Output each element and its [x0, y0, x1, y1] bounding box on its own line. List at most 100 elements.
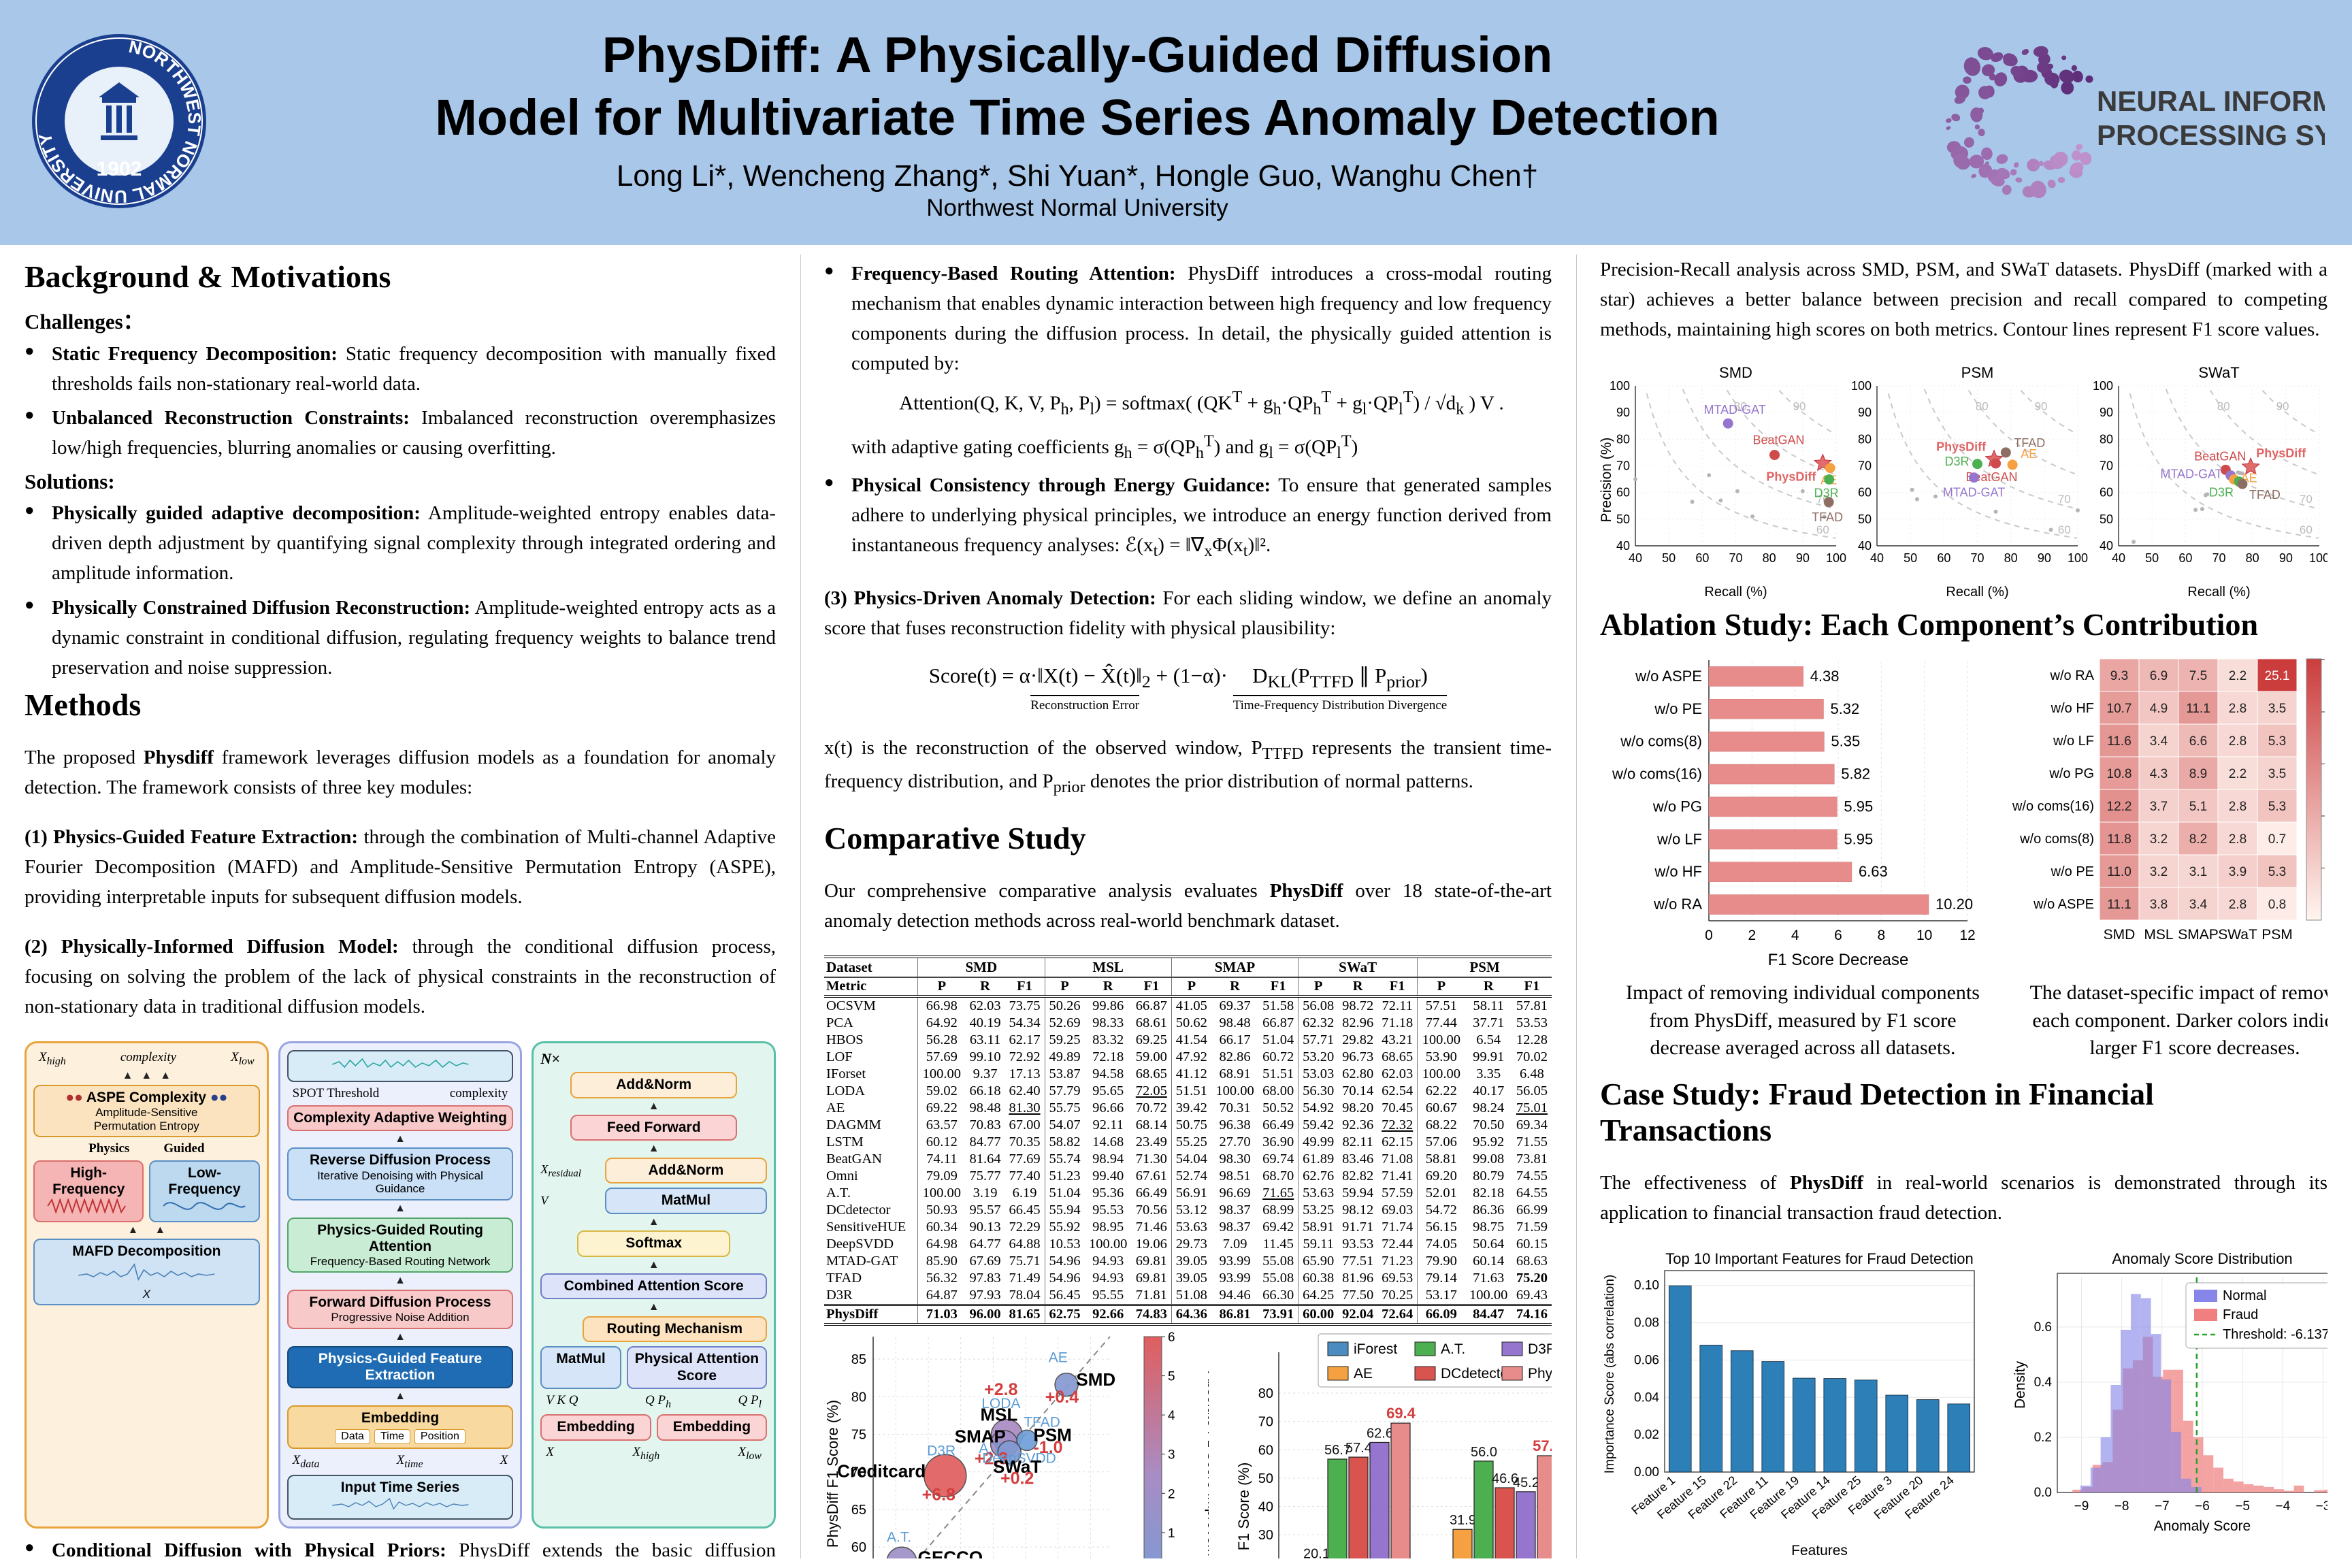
- table-row: HBOS 56.28 63.11 62.17 59.25 83.32 69.25 41.54 6…: [824, 1031, 1552, 1049]
- table-cell: 69.37: [1219, 998, 1251, 1013]
- table-cell: 56.05: [1516, 1083, 1548, 1098]
- svg-text:2.8: 2.8: [2229, 800, 2247, 814]
- svg-text:-1.0: -1.0: [1033, 1438, 1062, 1457]
- svg-text:2.2: 2.2: [2229, 767, 2247, 781]
- svg-text:65: 65: [851, 1503, 866, 1518]
- svg-text:3.5: 3.5: [2268, 702, 2286, 716]
- university-logo: NORTHWEST NORMAL UNIVERSITY 1902: [27, 29, 211, 216]
- table-cell: 68.00: [1262, 1083, 1294, 1098]
- table-row: SensitiveHUE 60.34 90.13 72.29 55.92 98.95 71.…: [824, 1218, 1552, 1236]
- table-cell: 77.40: [1009, 1168, 1041, 1183]
- forward-diffusion-box: Forward Diffusion Process Progressive Noi…: [287, 1290, 514, 1329]
- feature-bar-Feature 14: [1823, 1378, 1847, 1473]
- table-cell: 62.76: [1298, 1167, 1339, 1185]
- svg-text:60: 60: [1695, 551, 1709, 565]
- table-cell: 64.92: [917, 1014, 966, 1032]
- heatmap-cell: [2217, 756, 2258, 790]
- svg-text:5.32: 5.32: [1830, 700, 1859, 717]
- table-cell: 75.71: [1009, 1253, 1041, 1269]
- table-cell: 69.20: [1417, 1167, 1465, 1185]
- svg-text:3.7: 3.7: [2150, 800, 2168, 814]
- table-cell: 50.64: [1473, 1236, 1505, 1252]
- bar-DCdetector: [1494, 1487, 1515, 1558]
- addnorm-box: Add&Norm: [570, 1072, 738, 1098]
- ablation-bar-w/o RA: [1708, 894, 1929, 915]
- svg-text:5.3: 5.3: [2268, 734, 2286, 749]
- table-cell: 77.50: [1342, 1287, 1374, 1303]
- feature-bar-Feature 11: [1761, 1361, 1785, 1473]
- heatmap-cell: [2178, 658, 2219, 692]
- svg-text:60: 60: [2300, 523, 2313, 536]
- table-cell: 57.79: [1044, 1082, 1085, 1100]
- feature-bar-svg: Top 10 Important Features for Fraud Dete…: [1603, 1250, 1975, 1558]
- svg-text:80: 80: [2100, 433, 2113, 446]
- svg-text:40: 40: [1616, 539, 1630, 553]
- table-cell: 53.12: [1171, 1201, 1211, 1219]
- svg-text:5.82: 5.82: [1841, 766, 1870, 783]
- svg-text:BeatGAN: BeatGAN: [1966, 470, 2018, 484]
- svg-text:4: 4: [1791, 928, 1799, 943]
- svg-text:SMD: SMD: [1076, 1369, 1115, 1390]
- table-cell: 54.96: [1044, 1269, 1085, 1287]
- svg-text:50: 50: [1616, 512, 1630, 526]
- svg-text:−9: −9: [2074, 1499, 2089, 1514]
- table-cell: 83.32: [1092, 1032, 1124, 1047]
- bullet-icon: ●: [24, 406, 35, 425]
- svg-text:+0.4: +0.4: [1045, 1388, 1079, 1407]
- table-cell: 50.52: [1262, 1100, 1294, 1115]
- svg-text:80: 80: [1616, 433, 1630, 446]
- table-cell: 54.92: [1298, 1099, 1339, 1117]
- case-study-heading: Case Study: Fraud Detection in Financial…: [1600, 1076, 2154, 1147]
- svg-text:3.1: 3.1: [2189, 865, 2207, 879]
- table-cell: 53.87: [1044, 1065, 1085, 1083]
- svg-text:12: 12: [1959, 928, 1975, 943]
- table-row: BeatGAN 74.11 81.64 77.69 55.74 98.94 71.30 54.…: [824, 1150, 1552, 1168]
- table-cell: 91.71: [1342, 1219, 1374, 1235]
- table-cell: 71.08: [1382, 1151, 1414, 1166]
- table-cell: 58.91: [1298, 1218, 1339, 1236]
- table-row: D3R 64.87 97.93 78.04 56.45 95.55 71.81 51.08 94…: [824, 1286, 1552, 1305]
- svg-text:25.1: 25.1: [2265, 669, 2290, 683]
- svg-text:w/o ASPE: w/o ASPE: [2033, 897, 2094, 912]
- svg-text:A.T.: A.T.: [979, 1441, 1003, 1456]
- heatmap-cell: [2257, 691, 2298, 725]
- svg-text:85: 85: [851, 1352, 866, 1367]
- table-cell: 54.07: [1044, 1116, 1085, 1134]
- ablation-bar-w/o coms(8): [1708, 732, 1825, 752]
- heatmap-cell: [2138, 821, 2179, 855]
- svg-text:TFAD: TFAD: [2014, 436, 2045, 450]
- svg-text:+6.8: +6.8: [922, 1486, 956, 1505]
- table-cell: 71.55: [1516, 1134, 1548, 1149]
- svg-text:100: 100: [1826, 551, 1846, 565]
- pr-point-MTAD-GAT: [1722, 418, 1733, 429]
- table-cell: 51.51: [1171, 1082, 1211, 1100]
- svg-text:80: 80: [851, 1390, 866, 1405]
- table-cell: 66.30: [1262, 1287, 1294, 1303]
- case-study-intro: The effectiveness of PhysDiff in real-wo…: [1600, 1171, 2328, 1224]
- svg-text:90: 90: [2276, 399, 2289, 412]
- table-cell: 50.75: [1171, 1116, 1211, 1134]
- diagram-panel-feature-extraction: Xhigh complexity Xlow ▲ ▲ ▲ ●● ASPE Comple…: [24, 1041, 269, 1529]
- table-cell: 70.02: [1516, 1049, 1548, 1064]
- heatmap-cell: [2217, 658, 2258, 692]
- background-heading: Background & Motivations: [24, 259, 391, 294]
- table-cell: 60.34: [917, 1218, 966, 1236]
- svg-text:8.9: 8.9: [2189, 767, 2207, 781]
- pr-point-TFAD: [2000, 447, 2011, 458]
- bullet-icon: ●: [824, 473, 834, 491]
- bar-PhysDiff: [1537, 1455, 1552, 1558]
- table-cell: 98.51: [1219, 1168, 1251, 1183]
- table-row: AE 69.22 98.48 81.30 55.75 96.66 70.72 39.42 70.…: [824, 1099, 1552, 1117]
- table-cell: 60.15: [1516, 1236, 1548, 1252]
- pr-point-TFAD: [1823, 497, 1834, 508]
- heatmap-cell: [2257, 887, 2298, 921]
- svg-text:10.7: 10.7: [2107, 702, 2132, 716]
- table-cell: 66.49: [1262, 1117, 1294, 1132]
- svg-text:PhysDiff: PhysDiff: [1528, 1366, 1552, 1382]
- svg-text:90: 90: [1616, 406, 1630, 419]
- table-cell: 51.04: [1044, 1184, 1085, 1202]
- svg-text:D3R: D3R: [1944, 455, 1969, 468]
- architecture-diagram: Xhigh complexity Xlow ▲ ▲ ▲ ●● ASPE Comple…: [24, 1041, 776, 1529]
- table-cell: 64.77: [969, 1236, 1001, 1252]
- table-cell: 94.58: [1092, 1066, 1124, 1081]
